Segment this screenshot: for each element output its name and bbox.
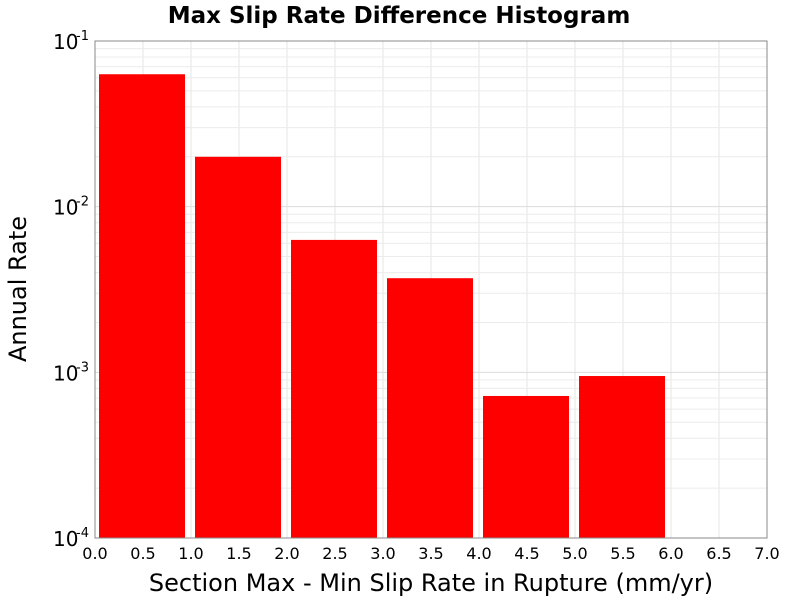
x-tick-label: 2.0	[274, 544, 299, 563]
y-tick-labels: 10-410-310-210-1	[53, 29, 89, 551]
y-tick-exponent: -2	[76, 195, 89, 210]
x-tick-label: 0.5	[130, 544, 155, 563]
y-tick-exponent: -4	[76, 526, 89, 541]
plot-frame	[94, 40, 768, 539]
y-tick-label: 10-1	[53, 29, 89, 54]
x-tick-labels: 0.0 0.5 1.0 1.5 2.0 2.5 3.0 3.5 4.0 4.5 5.0 5.5 6.0 6…	[82, 544, 779, 563]
y-tick-base: 10	[53, 527, 78, 551]
histogram-bar	[387, 278, 473, 538]
x-tick-label: 5.0	[562, 544, 587, 563]
y-tick-label: 10-2	[53, 195, 89, 220]
y-tick-label: 10-3	[53, 360, 89, 385]
x-tick-label: 3.0	[370, 544, 395, 563]
x-tick-label: 1.0	[178, 544, 203, 563]
histogram-bar	[195, 156, 281, 539]
y-tick-base: 10	[53, 196, 78, 220]
y-tick-exponent: -1	[76, 29, 89, 44]
x-tick-label: 2.5	[322, 544, 347, 563]
y-axis-label: Annual Rate	[4, 216, 32, 362]
x-tick-label: 7.0	[754, 544, 779, 563]
x-tick-label: 0.0	[82, 544, 107, 563]
histogram-bar	[579, 376, 665, 538]
histogram-bar	[99, 74, 185, 538]
y-tick-base: 10	[53, 30, 78, 54]
x-tick-label: 3.5	[418, 544, 443, 563]
x-axis-label: Section Max - Min Slip Rate in Rupture (…	[149, 569, 713, 597]
bars-group	[99, 74, 665, 539]
x-tick-label: 4.0	[466, 544, 491, 563]
x-tick-label: 6.0	[658, 544, 683, 563]
chart-title: Max Slip Rate Difference Histogram	[168, 3, 631, 29]
y-tick-exponent: -3	[76, 360, 89, 375]
x-tick-label: 4.5	[514, 544, 539, 563]
y-tick-label: 10-4	[53, 526, 89, 551]
histogram-bar	[483, 395, 569, 538]
x-tick-label: 5.5	[610, 544, 635, 563]
x-tick-label: 1.5	[226, 544, 251, 563]
histogram-bar	[291, 239, 377, 539]
y-tick-base: 10	[53, 361, 78, 385]
x-tick-label: 6.5	[706, 544, 731, 563]
